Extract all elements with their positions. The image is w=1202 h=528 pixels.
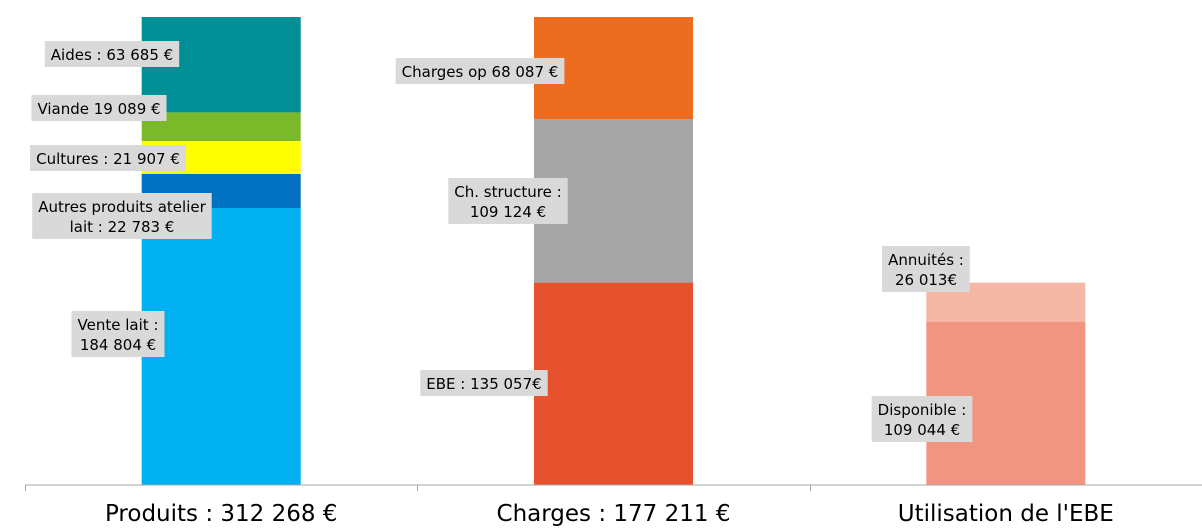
segment-label-box — [395, 58, 565, 84]
bar-segment — [141, 208, 301, 485]
segment-label-box — [882, 246, 970, 292]
category-label: Utilisation de l'EBE — [898, 501, 1114, 527]
category-label: Produits : 312 268 € — [105, 501, 337, 527]
bar-segment — [534, 282, 693, 485]
segment-label-text: 109 044 € — [884, 421, 960, 439]
segment-label: Charges op 68 087 € — [395, 58, 565, 84]
segment-label-text: Viande 19 089 € — [37, 100, 160, 118]
segment-label-box — [448, 178, 568, 224]
segment-label-text: Autres produits atelier — [38, 198, 206, 216]
category-label: Charges : 177 211 € — [497, 501, 731, 527]
segment-label: Annuités : 26 013€ — [882, 246, 970, 292]
bar-segment — [141, 112, 301, 141]
segment-label-text: lait : 22 783 € — [70, 218, 175, 236]
segment-label-text: Disponible : — [878, 401, 967, 419]
segment-labels-layer: Vente lait : 184 804 € Autres produits ate… — [30, 41, 973, 442]
segment-label-text: 26 013€ — [895, 271, 957, 289]
segment-label-text: Ch. structure : — [454, 183, 561, 201]
segment-label-box — [71, 311, 165, 357]
segment-label-text: EBE : 135 057€ — [426, 375, 541, 393]
segment-label-text: Vente lait : — [78, 316, 159, 334]
segment-label: Autres produits atelier lait : 22 783 € — [32, 193, 212, 239]
segment-label: Disponible : 109 044 € — [871, 396, 973, 442]
category-labels-layer: Produits : 312 268 € Charges : 177 211 € U… — [105, 501, 1114, 527]
segment-label-box — [871, 396, 973, 442]
segment-label: EBE : 135 057€ — [420, 370, 548, 396]
segment-label-box — [30, 145, 186, 171]
segment-label-text: 184 804 € — [80, 336, 156, 354]
segment-label-text: Annuités : — [888, 251, 964, 269]
segment-label-text: Cultures : 21 907 € — [36, 150, 180, 168]
segment-label-box — [32, 193, 212, 239]
segment-label: Ch. structure : 109 124 € — [448, 178, 568, 224]
segment-label-text: Aides : 63 685 € — [51, 46, 173, 64]
segment-label-text: 109 124 € — [470, 203, 546, 221]
segment-label-box — [44, 41, 180, 67]
segment-label-text: Charges op 68 087 € — [402, 63, 559, 81]
segment-label: Cultures : 21 907 € — [30, 145, 186, 171]
segment-label-box — [31, 95, 167, 121]
segment-label: Aides : 63 685 € — [44, 41, 180, 67]
segment-label: Viande 19 089 € — [31, 95, 167, 121]
x-axis — [25, 484, 1202, 491]
segment-label: Vente lait : 184 804 € — [71, 311, 165, 357]
segment-label-box — [420, 370, 548, 396]
